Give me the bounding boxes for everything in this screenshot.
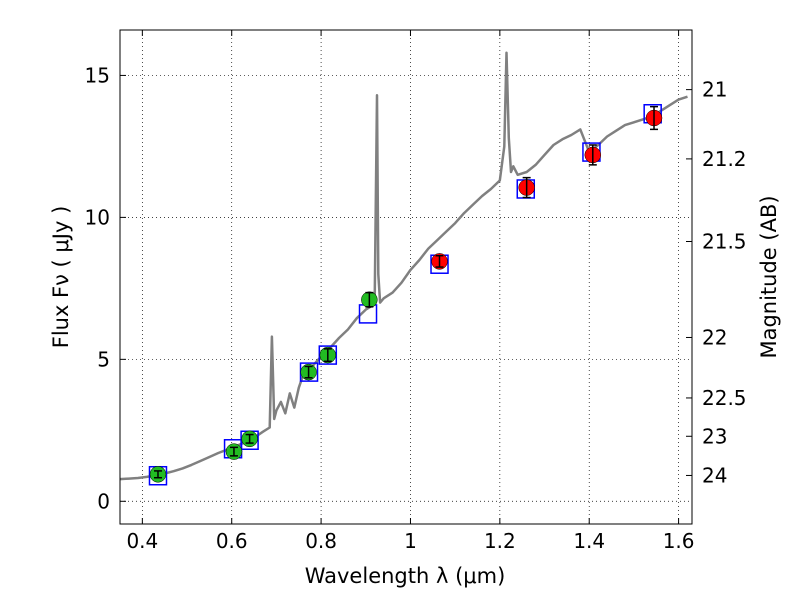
x-tick-label: 1.4 [573,529,605,553]
mag-tick-label: 21.2 [702,147,747,171]
mag-tick-label: 24 [702,463,727,487]
grid [120,30,692,524]
plot-series [119,51,688,486]
x-tick-label: 0.6 [216,529,248,553]
plot-frame [119,29,693,525]
axis-ticks: 0.4 0.6 0.8 1 1.2 1.4 1.6 0 5 10 15 21 21.2 21.5 22 22.… [85,30,747,553]
y-tick-label: 10 [85,205,110,229]
mag-tick-label: 21 [702,78,727,102]
mag-tick-label: 22 [702,325,727,349]
mag-tick-label: 23 [702,424,727,448]
x-tick-label: 1.2 [484,529,516,553]
x-tick-label: 0.4 [126,529,158,553]
x-tick-label: 1.6 [663,529,695,553]
x-tick-label: 0.8 [305,529,337,553]
y2-axis-label: Magnitude (AB) [757,195,781,358]
x-axis-label: Wavelength λ (μm) [305,564,506,588]
x-tick-label: 1 [404,529,417,553]
model-photometry-square [318,345,338,365]
y-tick-label: 15 [85,63,110,87]
mag-tick-label: 21.5 [702,230,747,254]
y-axis-label: Flux Fν ( μJy ) [49,206,73,349]
mag-tick-label: 22.5 [702,386,747,410]
y-tick-label: 5 [97,347,110,371]
y-tick-label: 0 [97,489,110,513]
